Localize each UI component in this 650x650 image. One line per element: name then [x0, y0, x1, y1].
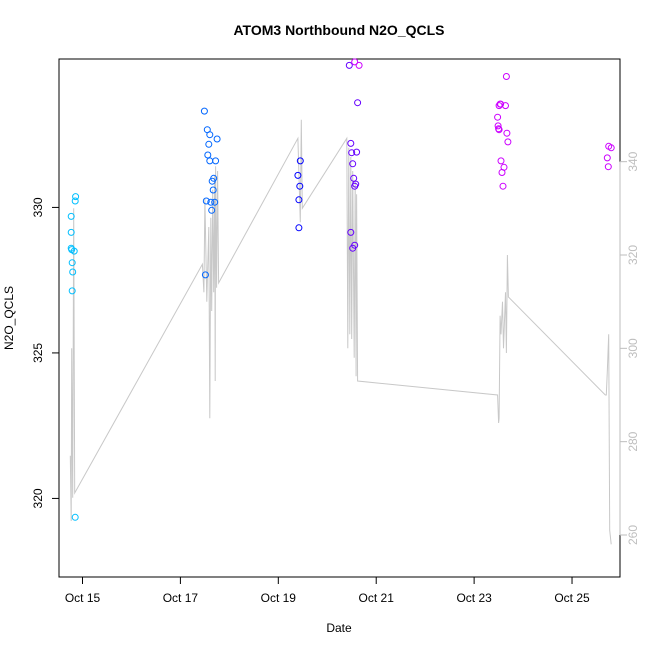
data-point [347, 139, 355, 147]
data-point [70, 247, 78, 255]
data-point [72, 193, 80, 201]
y-axis-label: N2O_QCLS [2, 286, 16, 350]
data-point [212, 157, 220, 165]
plot-area-frame [58, 58, 621, 578]
data-point [502, 73, 510, 80]
data-point [206, 131, 214, 139]
y2-tick-label: 280 [626, 431, 640, 451]
x-tick-label: Oct 25 [554, 591, 590, 605]
y2-axis: 260 280 300 320 340 [619, 151, 640, 545]
data-point [347, 228, 355, 236]
y-axis: 320 325 330 [31, 197, 60, 508]
data-point [206, 157, 214, 165]
data-point [208, 206, 216, 214]
data-point [205, 140, 213, 148]
data-point [495, 126, 503, 134]
data-point [607, 144, 615, 152]
data-point [604, 163, 612, 171]
data-point [351, 241, 359, 249]
data-point [209, 186, 217, 194]
data-point [207, 198, 215, 206]
y2-tick-label: 260 [626, 525, 640, 545]
data-point [352, 180, 360, 188]
y2-tick-label: 300 [626, 338, 640, 358]
x-tick-label: Oct 19 [261, 591, 297, 605]
chart-title: ATOM3 Northbound N2O_QCLS [233, 22, 444, 38]
x-tick-label: Oct 21 [359, 591, 395, 605]
data-point [71, 197, 79, 205]
x-axis: Oct 15 Oct 17 Oct 19 Oct 21 Oct 23 Oct 25 [65, 576, 590, 605]
aux-line-layer [69, 119, 612, 545]
data-point [294, 171, 302, 179]
x-tick-label: Oct 17 [163, 591, 199, 605]
x-axis-label: Date [326, 621, 352, 635]
data-point [213, 135, 221, 143]
data-point [500, 163, 508, 171]
data-point [497, 157, 505, 165]
x-tick-label: Oct 15 [65, 591, 101, 605]
x-tick-label: Oct 23 [456, 591, 492, 605]
data-point [67, 212, 75, 220]
data-point [345, 61, 353, 69]
y2-tick-label: 340 [626, 151, 640, 171]
data-point [494, 122, 502, 130]
data-point [211, 198, 219, 206]
data-point [494, 113, 502, 121]
y-tick-label: 330 [31, 197, 45, 217]
data-point [295, 224, 303, 232]
data-point [67, 228, 75, 236]
points-layer [67, 58, 615, 521]
aux-series-line [69, 119, 612, 545]
data-point [351, 58, 359, 66]
y-tick-label: 325 [31, 343, 45, 363]
data-point [354, 99, 362, 107]
data-point [504, 138, 512, 146]
data-point [295, 196, 303, 204]
data-point [71, 513, 79, 521]
data-point [296, 182, 304, 190]
y2-tick-label: 320 [626, 245, 640, 265]
data-point [296, 157, 304, 165]
data-point [69, 268, 77, 276]
data-point [68, 287, 76, 295]
data-point [355, 61, 363, 69]
data-point [603, 154, 611, 162]
data-point [502, 102, 509, 110]
data-point [200, 107, 208, 115]
data-point [503, 129, 511, 137]
data-point [497, 100, 505, 108]
data-point [353, 148, 361, 156]
data-point [499, 182, 507, 190]
data-point [350, 174, 358, 182]
data-point [204, 151, 212, 159]
data-point [68, 259, 76, 267]
y-tick-label: 320 [31, 488, 45, 508]
data-point [202, 197, 210, 205]
data-point [349, 160, 357, 168]
data-point [201, 271, 209, 279]
data-point [348, 149, 356, 157]
data-point [210, 174, 218, 182]
